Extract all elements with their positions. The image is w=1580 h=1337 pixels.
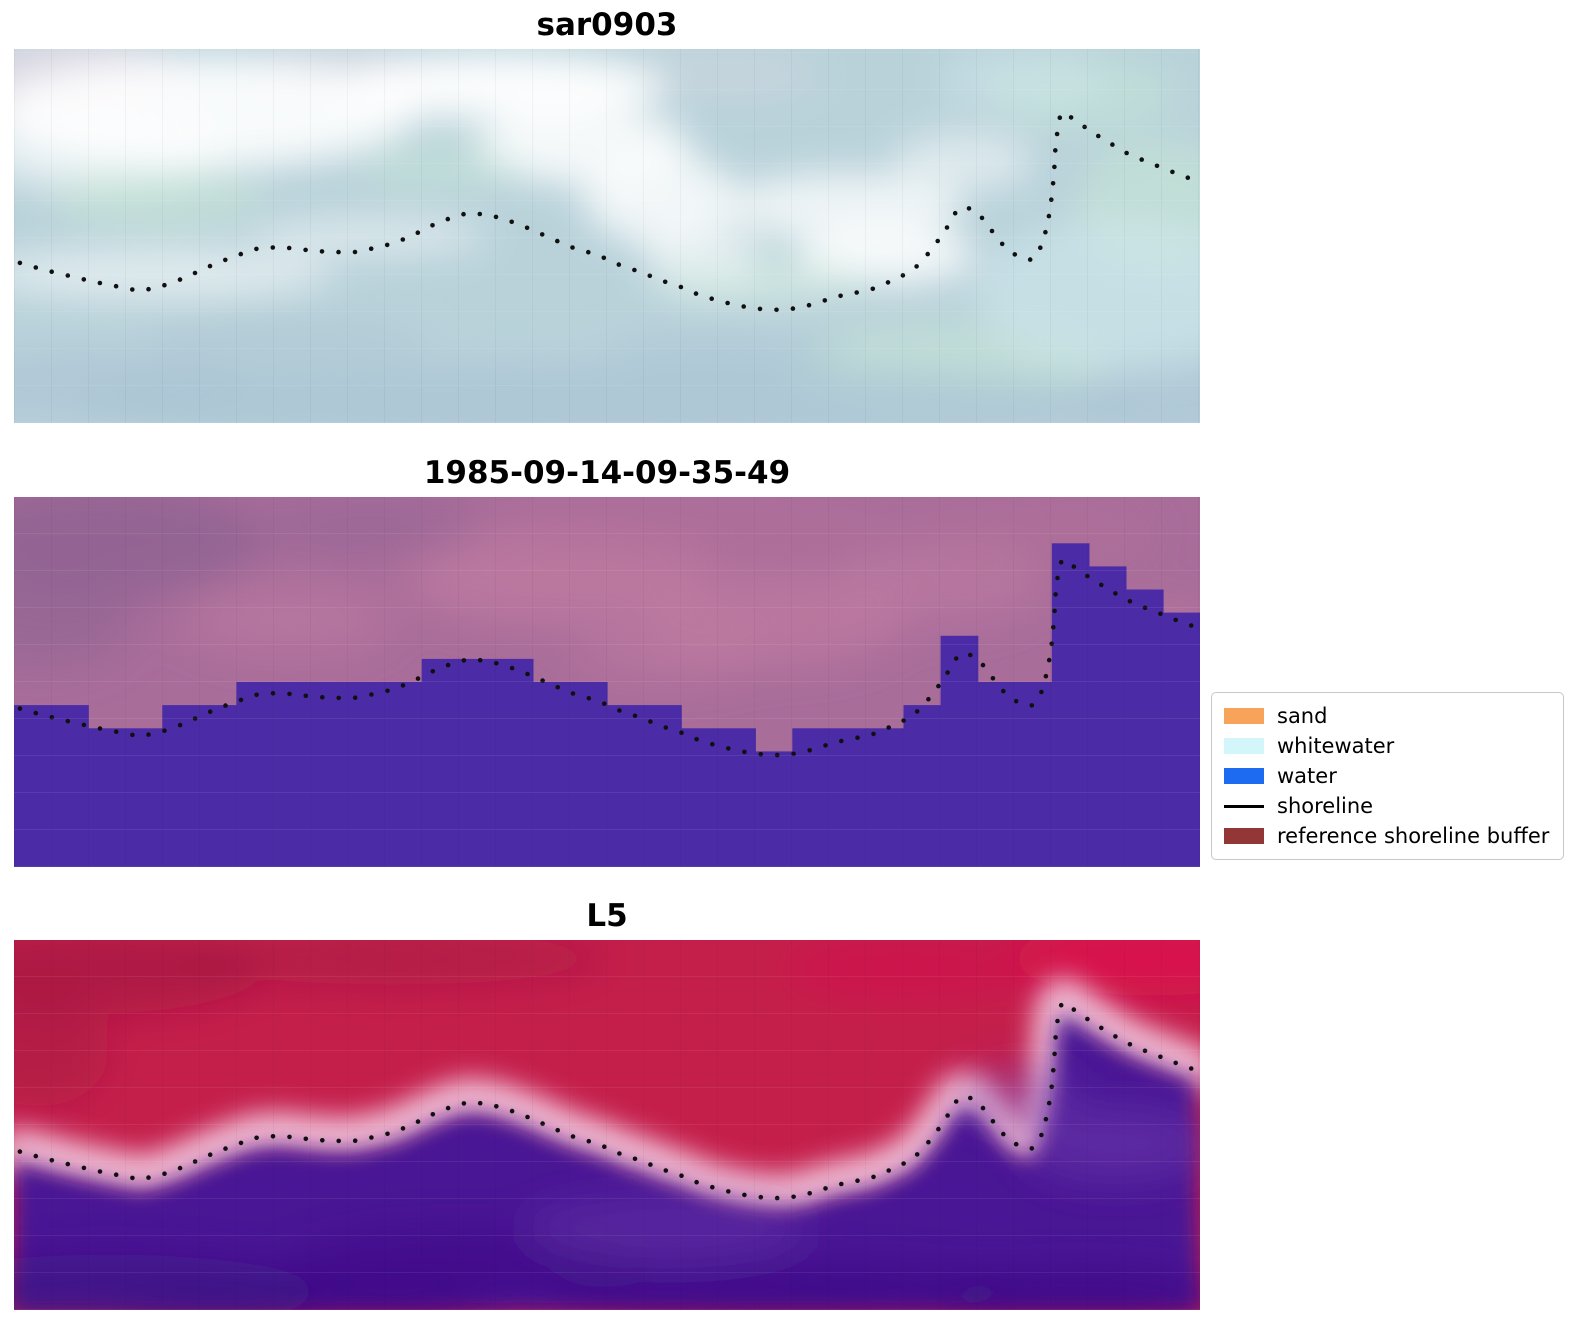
legend-item: whitewater [1224,731,1549,761]
water-region [14,1013,1200,1310]
legend-swatch-sand [1224,708,1264,724]
legend-label: sand [1277,704,1328,728]
texture-blobs-bottom [14,1065,1200,1310]
classification-image [14,497,1200,867]
water-region [14,543,1200,867]
legend-swatch-water [1224,768,1264,784]
texture-blobs [14,940,1200,1107]
legend: sand whitewater water shoreline referenc… [1211,692,1565,860]
legend-swatch-whitewater [1224,738,1264,754]
l5-image [14,940,1200,1310]
legend-item: shoreline [1224,791,1549,821]
shoreline-dots [17,115,1191,313]
legend-swatch-reference-shoreline-buffer [1224,828,1264,844]
texture-blobs [14,49,1200,423]
panel-classification [14,497,1200,867]
panel-title-l5: L5 [586,898,628,934]
shoreline-dots [17,559,1194,758]
legend-swatch-shoreline [1224,804,1264,808]
shoreline-dots [17,1002,1194,1201]
legend-item: water [1224,761,1549,791]
panel-title-classification: 1985-09-14-09-35-49 [423,455,791,491]
legend-label: shoreline [1277,794,1374,818]
legend-label: water [1277,764,1337,788]
legend-label: reference shoreline buffer [1277,824,1550,848]
sar-image [14,49,1200,423]
legend-item: reference shoreline buffer [1224,821,1549,851]
legend-label: whitewater [1277,734,1395,758]
panel-l5 [14,940,1200,1310]
panel-sar0903 [14,49,1200,423]
legend-item: sand [1224,701,1549,731]
panel-title-sar0903: sar0903 [536,7,678,43]
